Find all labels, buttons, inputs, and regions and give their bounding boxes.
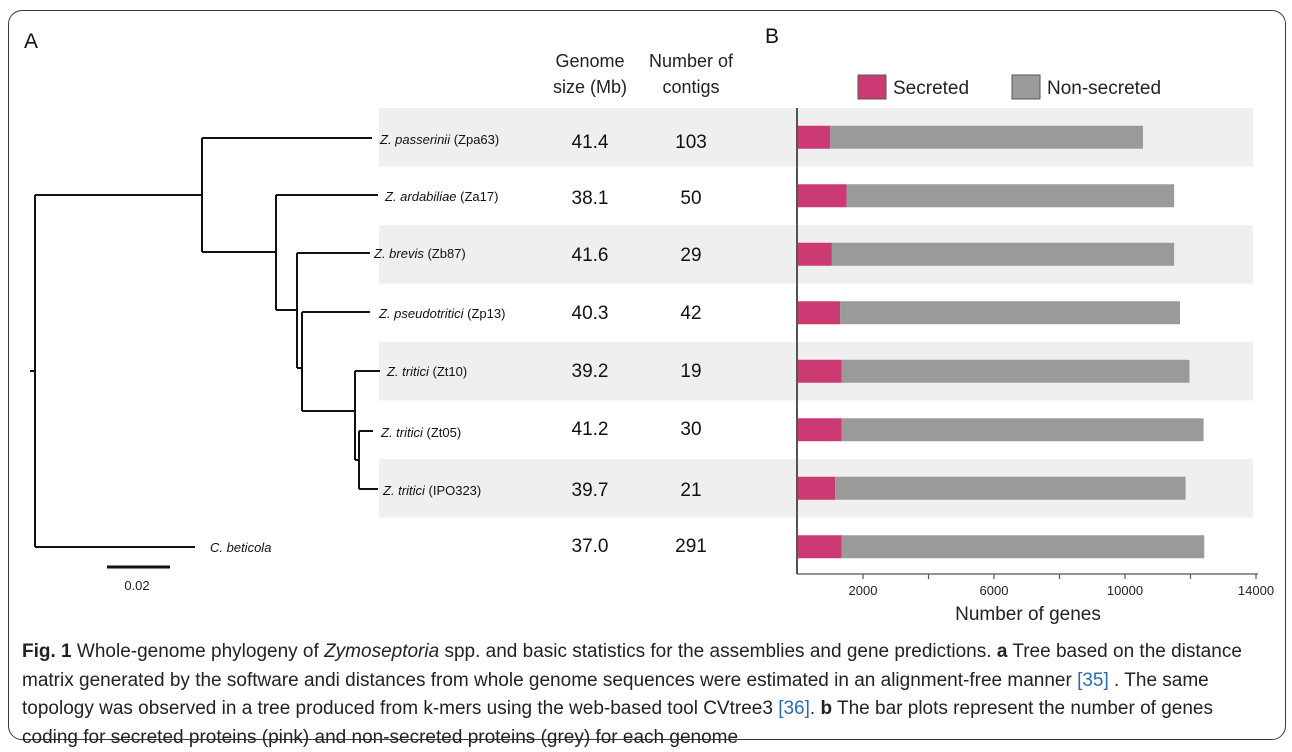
caption-title-pre: Whole-genome phylogeny of [71,641,325,662]
contigs-value: 103 [675,132,707,153]
x-tick-label: 10000 [1107,583,1143,598]
contigs-value: 21 [680,480,701,501]
phylogenetic-tree [30,137,380,569]
x-tick-label: 2000 [849,583,878,598]
bar-non-secreted [835,476,1186,500]
species-label: Z. tritici (Zt05) [380,425,461,440]
species-label: Z. tritici (IPO323) [382,483,481,498]
genome-size-header-line2: size (Mb) [553,77,627,97]
genome-size-value: 39.7 [572,480,609,501]
contigs-value: 291 [675,536,707,557]
contigs-value: 42 [680,303,701,324]
bar-secreted [797,125,831,149]
genome-size-value: 40.3 [572,303,609,324]
bar-non-secreted [841,535,1205,559]
strain-id: (Zt05) [423,425,461,440]
strain-id: (Za17) [457,189,499,204]
caption-a-label: a [996,641,1008,662]
caption-ref-35[interactable]: [35] [1077,669,1109,691]
bar-non-secreted [830,125,1144,149]
bar-non-secreted [831,242,1175,266]
caption-fig-label: Fig. 1 [22,641,72,662]
panel-a-label: A [24,30,38,53]
contigs-value: 29 [680,245,701,266]
strain-id: (Zb87) [424,246,466,261]
chart-legend: Secreted Non-secreted [857,74,1161,100]
species-name: C. beticola [210,540,271,555]
caption-genus: Zymoseptoria [324,641,440,662]
contigs-value: 50 [680,188,701,209]
bar-non-secreted [840,301,1181,325]
contigs-header-line1: Number of [649,51,734,71]
species-label: Z. passerinii (Zpa63) [379,132,499,147]
species-label: Z. ardabiliae (Za17) [384,189,498,204]
genome-size-value: 39.2 [572,361,609,382]
genome-size-value: 38.1 [572,188,609,209]
strain-id: (Zpa63) [450,132,499,147]
strain-id: (IPO323) [425,483,481,498]
species-name: Z. tritici [380,425,424,440]
caption-b-text: The bar plots represent the number of ge… [22,698,1213,748]
legend-label-non-secreted: Non-secreted [1047,78,1161,99]
strain-id: (Zt10) [429,364,467,379]
species-name: Z. passerinii [379,132,451,147]
bar-secreted [797,242,832,266]
contigs-header-line2: contigs [662,77,719,97]
species-name: Z. brevis [373,246,424,261]
legend-swatch-non-secreted [1011,74,1041,100]
legend-label-secreted: Secreted [893,78,969,99]
genome-size-value: 37.0 [572,536,609,557]
species-name: Z. tritici [386,364,430,379]
bar-non-secreted [846,184,1175,208]
caption-ref-36[interactable]: [36] [778,698,810,719]
species-label: C. beticola [210,540,271,555]
figure-caption: Fig. 1 Whole-genome phylogeny of Zymosep… [22,638,1272,752]
caption-a-text: Tree based on the distance matrix genera… [22,641,1242,691]
legend-swatch-secreted [857,74,887,100]
bar-secreted [797,184,847,208]
contigs-value: 30 [680,419,701,440]
x-axis-title: Number of genes [955,604,1101,625]
bar-secreted [797,359,842,383]
bar-non-secreted [841,418,1204,442]
bar-secreted [797,418,842,442]
bar-secreted [797,535,842,559]
caption-b-label: b [820,698,833,719]
species-name: Z. pseudotritici [378,306,465,321]
species-name: Z. ardabiliae [384,189,457,204]
table-rows: Z. passerinii (Zpa63) 41.4 103 Z. ardabilia… [210,132,707,557]
species-name: Z. tritici [382,483,426,498]
bar-chart [797,125,1205,559]
panel-b-label: B [765,25,779,48]
x-tick-label: 14000 [1238,583,1274,598]
x-axis-ticks: 2000 6000 10000 14000 [849,574,1274,598]
genome-size-value: 41.6 [572,245,609,266]
strain-id: (Zp13) [464,306,506,321]
species-label: Z. tritici (Zt10) [386,364,467,379]
scale-bar-label: 0.02 [124,578,149,593]
genome-size-value: 41.4 [572,132,609,153]
caption-a-text2: . The same topology was observed in a tr… [22,669,1209,720]
species-label: Z. brevis (Zb87) [373,246,466,261]
caption-title-post: spp. and basic statistics for the assemb… [439,641,997,662]
bar-secreted [797,476,836,500]
x-tick-label: 6000 [980,583,1009,598]
bar-non-secreted [841,359,1190,383]
genome-size-value: 41.2 [572,419,609,440]
contigs-value: 19 [680,361,701,382]
caption-a-text3: . [809,698,821,719]
species-label: Z. pseudotritici (Zp13) [378,306,505,321]
genome-size-header-line1: Genome [555,51,624,71]
bar-secreted [797,301,841,325]
